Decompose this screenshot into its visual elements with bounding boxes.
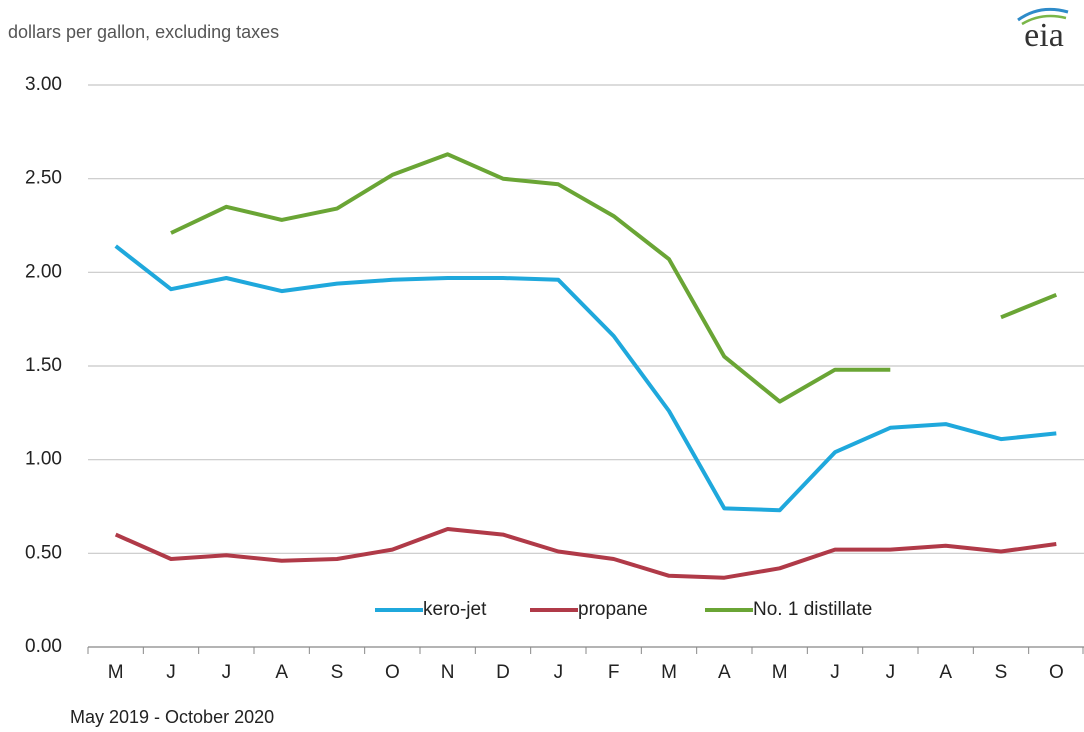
x-tick-label: M [772, 662, 788, 683]
x-tick-label: J [554, 662, 564, 683]
x-tick-label: M [108, 662, 124, 683]
logo-text: eia [1024, 17, 1064, 54]
x-tick-label: O [1049, 662, 1064, 683]
x-tick-label: M [661, 662, 677, 683]
logo: eia [1017, 7, 1069, 54]
legend-label: propane [578, 599, 648, 620]
logo-arc [1021, 14, 1067, 26]
y-tick-label: 3.00 [25, 74, 62, 95]
series-line [114, 527, 1057, 580]
x-tick-label: A [275, 662, 288, 683]
y-axis-label: dollars per gallon, excluding taxes [8, 22, 279, 42]
x-tick-label: D [496, 662, 510, 683]
legend-label: No. 1 distillate [753, 599, 872, 620]
series-line [114, 244, 1057, 513]
x-tick-label: S [331, 662, 344, 683]
series-line [170, 152, 1058, 404]
x-tick-label: A [939, 662, 952, 683]
y-tick-label: 1.50 [25, 355, 62, 376]
x-tick-label: J [830, 662, 840, 683]
x-tick-label: J [222, 662, 232, 683]
x-tick-label: J [886, 662, 896, 683]
y-tick-label: 2.50 [25, 168, 62, 189]
x-tick-label: F [608, 662, 620, 683]
x-tick-label: S [995, 662, 1008, 683]
x-tick-label: N [441, 662, 455, 683]
x-tick-label: J [166, 662, 176, 683]
y-tick-label: 0.50 [25, 542, 62, 563]
legend-label: kero-jet [423, 599, 487, 620]
x-tick-label: O [385, 662, 400, 683]
y-tick-label: 2.00 [25, 261, 62, 282]
logo-arc [1017, 7, 1069, 22]
y-tick-label: 1.00 [25, 449, 62, 470]
y-tick-label: 0.00 [25, 636, 62, 657]
x-tick-label: A [718, 662, 731, 683]
x-axis-label: May 2019 - October 2020 [70, 707, 274, 727]
